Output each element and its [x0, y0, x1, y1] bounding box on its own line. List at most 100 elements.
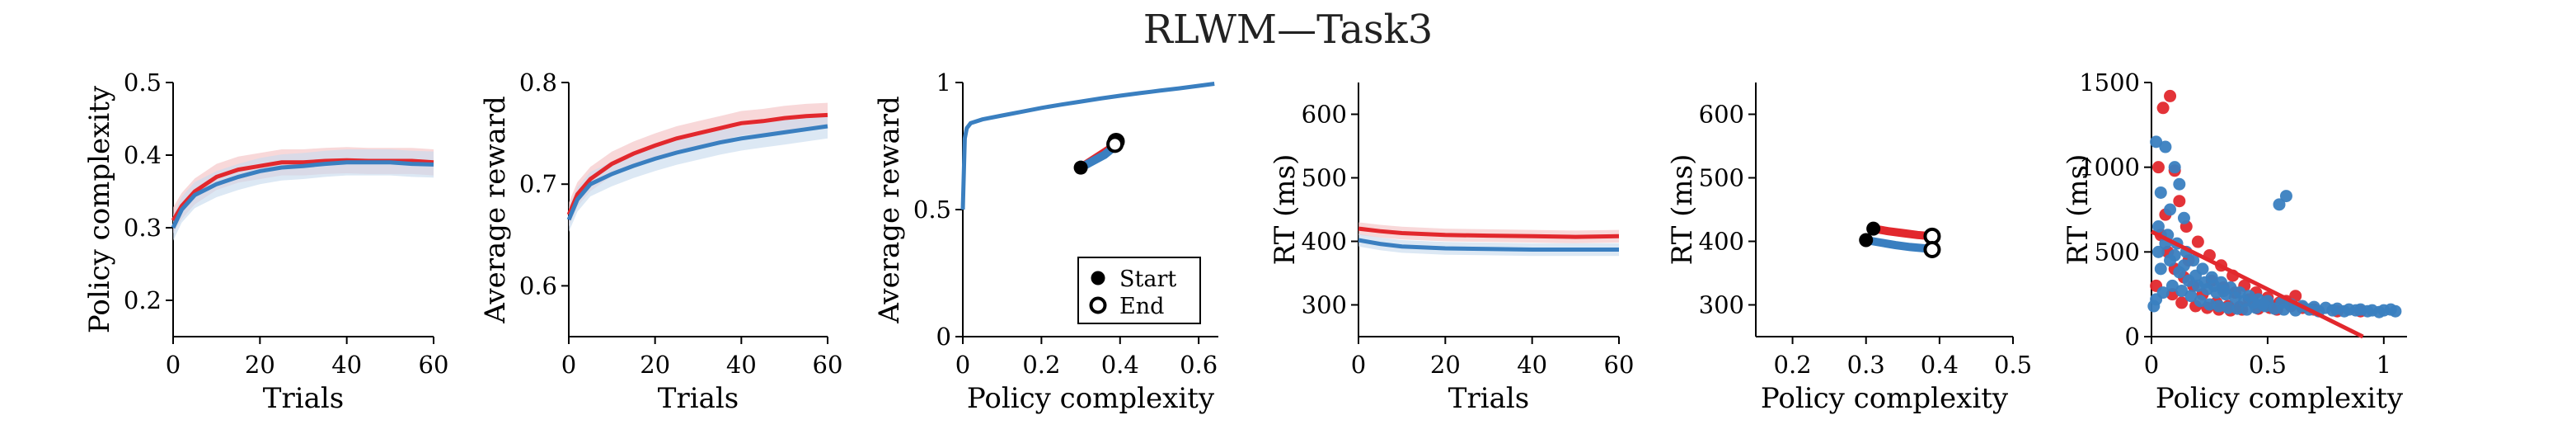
scatter-point-red — [2156, 101, 2170, 115]
x-tick-label: 40 — [331, 351, 362, 379]
y-tick-label: 0 — [936, 323, 951, 351]
scatter-point-blue — [2279, 190, 2292, 203]
y-tick-label: 400 — [1302, 228, 1347, 256]
end-marker — [1106, 135, 1124, 153]
chart-panel-1: 0 20 40 60 0.2 0.3 0.4 0.5 Trials Policy complexi… — [83, 68, 448, 415]
x-tick-label: 0 — [1351, 351, 1366, 379]
scatter-point-blue — [2203, 298, 2216, 311]
start-marker — [1859, 233, 1874, 248]
x-axis-label: Policy complexity — [2156, 382, 2404, 415]
scatter-point-blue — [2151, 220, 2165, 234]
scatter-point-blue — [2154, 262, 2167, 276]
y-tick-label: 1500 — [2079, 68, 2140, 97]
scatter-point-blue — [2168, 161, 2181, 174]
trajectory-red — [1869, 224, 1936, 241]
y-tick-label: 0 — [2125, 323, 2140, 351]
series-line-red — [566, 112, 828, 216]
x-tick-label: 20 — [1430, 351, 1461, 379]
x-tick-label: 0.3 — [1847, 351, 1885, 379]
scatter-point-blue — [2168, 248, 2181, 262]
series-line-blue — [566, 124, 828, 221]
scatter-point-blue — [2173, 177, 2186, 191]
scatter-point-blue — [2151, 245, 2165, 258]
y-tick-label: 500 — [2095, 238, 2140, 266]
series-band-blue — [569, 114, 828, 233]
x-tick-label: 0 — [955, 351, 970, 379]
scatter-point-blue — [2256, 298, 2269, 311]
scatter-point-blue — [2326, 304, 2339, 317]
x-tick-label: 0.4 — [1101, 351, 1139, 379]
y-axis-label: RT (ms) — [2062, 154, 2095, 266]
scatter-point-blue — [2217, 285, 2230, 298]
x-tick-label: 0 — [561, 351, 576, 379]
fit-line — [2150, 229, 2364, 339]
scatter-point-blue — [2222, 301, 2235, 314]
y-axis-label: RT (ms) — [1666, 154, 1699, 266]
x-tick-label: 0 — [166, 351, 181, 379]
y-tick-label: 500 — [1699, 164, 1744, 192]
scatter-point-blue — [2165, 279, 2179, 292]
optimal-curve — [960, 82, 1215, 210]
y-tick-label: 0.3 — [124, 214, 162, 242]
x-tick-label: 60 — [1604, 351, 1635, 379]
y-axis-label: RT (ms) — [1269, 154, 1302, 266]
chart-panel-4: 0 20 40 60 300 400 500 600 Trials RT (ms) — [1269, 83, 1634, 415]
y-tick-label: 1 — [936, 68, 951, 97]
scatter-point-blue — [2164, 203, 2177, 216]
scatter-point-blue — [2187, 254, 2200, 267]
y-tick-label: 0.6 — [519, 271, 557, 300]
x-tick-label: 20 — [640, 351, 670, 379]
y-tick-label: 0.4 — [124, 141, 162, 169]
series-line-blue — [1358, 238, 1619, 252]
chart-panel-2: 0 20 40 60 0.6 0.7 0.8 Trials Average reward — [479, 68, 842, 415]
scatter-point-red — [2191, 235, 2204, 248]
x-tick-label: 0.2 — [1774, 351, 1812, 379]
scatter-point-blue — [2278, 303, 2291, 316]
chart-panel-3: 0 0.2 0.4 0.6 0 0.5 1 Policy complexity Average … — [873, 68, 1218, 415]
x-tick-label: 40 — [726, 351, 757, 379]
legend-start-label: Start — [1119, 267, 1176, 292]
x-tick-label: 60 — [813, 351, 843, 379]
scatter-point-blue — [2177, 259, 2190, 272]
y-tick-label: 300 — [1699, 291, 1744, 319]
scatter-point-blue — [2289, 304, 2302, 317]
scatter-point-blue — [2184, 290, 2198, 303]
series-band-blue — [173, 149, 434, 241]
x-tick-label: 0.5 — [2249, 351, 2287, 379]
y-tick-label: 300 — [1302, 291, 1347, 319]
trajectory-blue — [1861, 236, 1936, 254]
scatter-point-blue — [2175, 285, 2189, 298]
chart-panel-6: 0 0.5 1 0 500 1000 1500 Policy complexity RT (ms… — [2062, 68, 2407, 415]
scatter-point-blue — [2361, 304, 2374, 318]
scatter-point-blue — [2177, 211, 2190, 224]
scatter-point-blue — [2208, 279, 2221, 292]
scatter-point-red — [2165, 288, 2179, 301]
scatter-point-blue — [2349, 304, 2363, 317]
scatter-point-red — [2175, 296, 2189, 309]
scatter-point-blue — [2247, 296, 2260, 309]
y-tick-label: 0.5 — [124, 68, 162, 97]
y-tick-label: 400 — [1699, 228, 1744, 256]
x-tick-label: 40 — [1517, 351, 1547, 379]
scatter-point-blue — [2212, 300, 2226, 313]
x-tick-label: 0.5 — [1994, 351, 2032, 379]
y-tick-label: 600 — [1302, 101, 1347, 129]
y-axis-label: Policy complexity — [83, 85, 116, 333]
y-tick-label: 0.5 — [913, 196, 951, 224]
y-axis-label: Average reward — [479, 96, 512, 324]
x-tick-label: 0.6 — [1180, 351, 1218, 379]
y-tick-label: 0.7 — [519, 170, 557, 198]
figure-title: RLWM—Task3 — [1143, 7, 1433, 53]
scatter-point-blue — [2384, 303, 2397, 316]
x-tick-label: 0 — [2144, 351, 2159, 379]
scatter-point-blue — [2273, 198, 2286, 211]
legend-end-label: End — [1119, 294, 1164, 319]
legend-start-marker — [1091, 271, 1105, 285]
legend-end-marker — [1089, 296, 1107, 314]
scatter-point-blue — [2228, 291, 2241, 304]
scatter-point-blue — [2238, 295, 2251, 308]
scatter-point-blue — [2194, 295, 2207, 308]
x-axis-label: Trials — [263, 382, 344, 415]
y-tick-label: 0.8 — [519, 68, 557, 97]
